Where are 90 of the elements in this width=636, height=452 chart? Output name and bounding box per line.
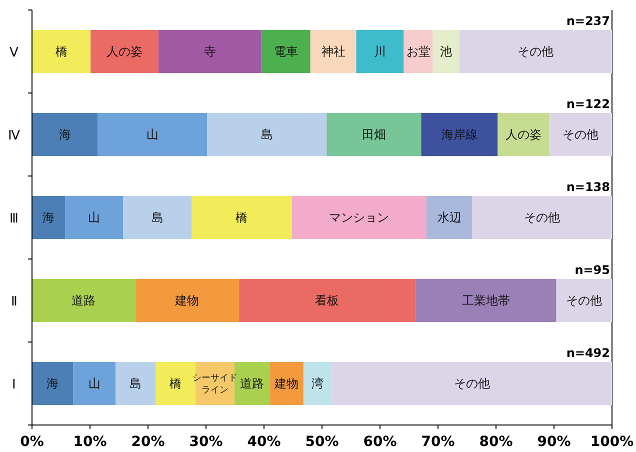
bar bbox=[192, 196, 292, 240]
data-label: 水辺 bbox=[437, 210, 462, 224]
x-tick-label: 50% bbox=[305, 434, 339, 450]
data-label: 工業地帯 bbox=[462, 294, 510, 308]
data-label: その他 bbox=[566, 294, 602, 308]
data-label: 山 bbox=[146, 128, 158, 142]
data-label: 建物 bbox=[174, 294, 200, 308]
data-label: 山 bbox=[88, 210, 100, 224]
x-tick-label: 90% bbox=[537, 434, 571, 450]
bar bbox=[65, 196, 124, 240]
bar bbox=[415, 278, 556, 322]
bar bbox=[292, 196, 426, 240]
data-label: 島 bbox=[151, 210, 164, 224]
data-label: 山 bbox=[88, 376, 100, 390]
x-tick-label: 100% bbox=[590, 434, 634, 450]
bar bbox=[332, 362, 612, 406]
data-label: その他 bbox=[454, 376, 490, 390]
data-label: 湾 bbox=[312, 376, 324, 390]
data-label: 海 bbox=[46, 376, 59, 390]
data-label: 電車 bbox=[274, 44, 298, 58]
bar bbox=[426, 196, 472, 240]
data-label: 海岸線 bbox=[441, 128, 478, 142]
data-label: 道路 bbox=[240, 376, 264, 390]
bar bbox=[32, 112, 98, 156]
y-tick-label: Ⅴ bbox=[10, 44, 18, 60]
bar bbox=[158, 30, 262, 74]
bar bbox=[123, 196, 192, 240]
data-label: 橋 bbox=[170, 376, 182, 390]
data-label: その他 bbox=[524, 210, 560, 224]
bar bbox=[98, 112, 208, 156]
data-label: 神社 bbox=[321, 44, 346, 58]
bar bbox=[32, 196, 66, 240]
bar bbox=[498, 112, 550, 156]
data-label: 道路 bbox=[72, 294, 96, 308]
annotation: n=95 bbox=[574, 262, 610, 277]
x-tick-label: 30% bbox=[189, 434, 223, 450]
x-tick-label: 70% bbox=[421, 434, 455, 450]
bar bbox=[356, 30, 404, 74]
annotation: n=492 bbox=[566, 346, 610, 360]
y-tick-label: Ⅲ bbox=[10, 210, 18, 226]
bar bbox=[135, 278, 240, 322]
annotation: n=138 bbox=[566, 180, 610, 194]
data-label: 海 bbox=[42, 210, 55, 224]
bar bbox=[472, 196, 612, 240]
data-label: 海 bbox=[58, 128, 71, 142]
bar bbox=[90, 30, 158, 74]
data-label: 人の姿 bbox=[506, 128, 542, 142]
data-label: 看板 bbox=[315, 294, 340, 308]
data-label: マンション bbox=[329, 210, 390, 224]
bar bbox=[421, 112, 498, 156]
data-label: 池 bbox=[440, 44, 452, 58]
y-tick-label: Ⅰ bbox=[12, 376, 16, 392]
x-tick-label: 40% bbox=[247, 434, 281, 450]
y-tick-label: Ⅱ bbox=[11, 294, 17, 308]
x-tick-label: 80% bbox=[479, 434, 513, 450]
data-label: 島 bbox=[260, 128, 273, 142]
bar bbox=[116, 362, 156, 406]
data-label: 建物 bbox=[273, 376, 298, 390]
x-tick-label: 60% bbox=[363, 434, 397, 450]
bar bbox=[432, 30, 460, 74]
bar bbox=[207, 112, 327, 156]
x-tick-label: 10% bbox=[73, 434, 107, 450]
data-label: お堂 bbox=[406, 44, 430, 58]
bar bbox=[303, 362, 332, 406]
data-label: 川 bbox=[374, 44, 386, 58]
data-label: 橋 bbox=[236, 210, 248, 224]
bar bbox=[459, 30, 612, 74]
data-label: 橋 bbox=[55, 44, 68, 58]
data-label: その他 bbox=[562, 128, 599, 142]
annotation: n=237 bbox=[566, 14, 610, 28]
x-tick-label: 20% bbox=[131, 434, 165, 450]
data-label: 人の姿 bbox=[106, 44, 143, 58]
bar bbox=[310, 30, 356, 74]
data-label: 寺 bbox=[204, 44, 216, 58]
bar bbox=[73, 362, 116, 406]
bar bbox=[196, 362, 234, 406]
bar bbox=[239, 278, 416, 322]
data-label: 島 bbox=[130, 376, 142, 390]
data-label: 田畑 bbox=[362, 128, 386, 142]
bar bbox=[261, 30, 310, 74]
x-tick-label: 0% bbox=[20, 434, 44, 450]
bar bbox=[549, 112, 612, 156]
data-label: その他 bbox=[518, 44, 554, 58]
bar bbox=[326, 112, 422, 156]
y-tick-label: Ⅳ bbox=[8, 128, 20, 142]
annotation: n=122 bbox=[566, 96, 610, 111]
bar bbox=[269, 362, 304, 406]
bar bbox=[32, 362, 74, 406]
data-label: シーサイドライン bbox=[192, 374, 238, 396]
bar bbox=[404, 30, 433, 74]
